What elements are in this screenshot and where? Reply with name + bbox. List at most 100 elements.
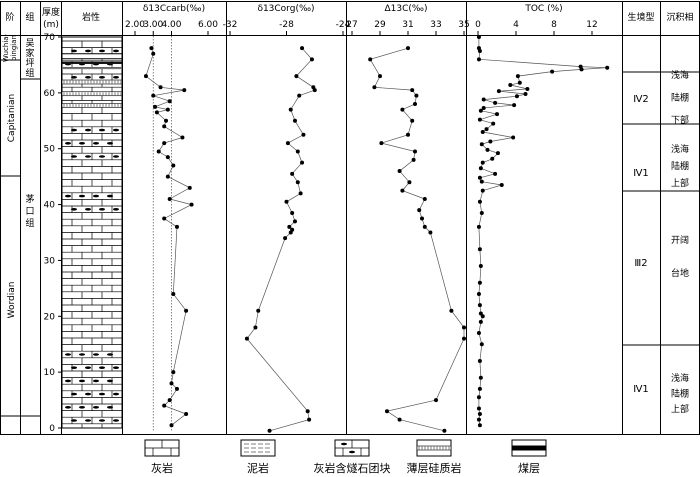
data-point — [476, 224, 481, 229]
data-point — [290, 210, 295, 215]
data-point — [253, 325, 258, 330]
depth-tick-label: 30 — [44, 256, 56, 266]
header-thickness: 厚度(m) — [42, 6, 60, 30]
panel-title: δ13Corg(‰) — [257, 4, 314, 14]
chert-nodule — [71, 392, 77, 396]
lithology-column — [61, 36, 123, 429]
data-point — [290, 171, 295, 176]
data-point — [420, 216, 424, 221]
stage-labels: Wuchia-pingian Capitanian Wordian — [2, 33, 18, 318]
data-point — [481, 105, 486, 110]
data-point — [479, 342, 484, 347]
data-point — [406, 46, 410, 51]
column-headers: 阶 组 厚度(m) 岩性 生境型 沉积相 — [5, 6, 693, 30]
legend-item-limestone: 灰岩 — [144, 439, 180, 475]
geochem-panels: δ13Ccarb(‰) 2.003.004.00 6.00 δ13Corg(‰) -32… — [122, 1, 623, 434]
chert-nodule — [113, 208, 119, 211]
chert-nodule — [71, 49, 77, 53]
data-point — [407, 180, 412, 185]
chert-nodule — [99, 128, 105, 132]
habitat-IV1-upper: Ⅳ1 — [633, 168, 649, 179]
data-point — [300, 46, 305, 51]
chert-nodule — [99, 366, 105, 370]
stage-wuchiapingian: Wuchia-pingian — [2, 33, 18, 62]
data-point — [385, 409, 389, 414]
panel-0: δ13Ccarb(‰) 2.003.004.00 6.00 — [122, 1, 227, 434]
data-point — [476, 57, 481, 62]
data-point — [244, 336, 249, 341]
data-point — [491, 121, 496, 126]
habitat-IV2: Ⅳ2 — [633, 94, 649, 105]
data-point — [605, 65, 610, 70]
swatch-band — [512, 445, 546, 451]
data-point — [164, 118, 169, 123]
data-point — [154, 110, 159, 115]
chert-nodule — [107, 379, 113, 383]
x-tick-label: 6.00 — [198, 20, 218, 30]
formation-maokou: 茅口组 — [25, 194, 34, 229]
data-point — [162, 124, 167, 129]
chert-nodule — [99, 392, 105, 396]
data-point — [180, 135, 185, 140]
data-point — [493, 171, 498, 176]
chert-nodule — [113, 128, 119, 132]
data-point — [305, 409, 310, 414]
chert-nodule — [93, 353, 99, 356]
data-point — [165, 174, 170, 179]
data-point — [294, 74, 299, 79]
x-tick-label: 3.00 — [143, 20, 163, 30]
chert-nodule — [71, 366, 77, 370]
depth-tick-label: 50 — [44, 145, 56, 155]
legend-label: 灰岩 — [151, 461, 173, 475]
data-point — [167, 398, 172, 403]
data-point — [307, 417, 312, 422]
chert-nodule — [99, 419, 105, 422]
data-point — [476, 417, 481, 422]
chert-nodule — [71, 208, 77, 211]
chert-nodule — [65, 379, 71, 383]
data-point — [523, 91, 528, 96]
chert-nodule — [85, 128, 91, 132]
chert-nodule — [79, 406, 85, 409]
data-point — [477, 280, 482, 285]
chert-nodule — [71, 128, 77, 132]
x-tick-label: 33 — [430, 20, 441, 30]
panel-title: Δ13C(‰) — [385, 4, 428, 14]
data-point — [189, 202, 194, 207]
legend-item-siliceous: 薄层硅质岩 — [407, 439, 462, 475]
data-point — [182, 88, 187, 93]
depth-tick-label: 20 — [44, 312, 56, 322]
data-point — [488, 139, 493, 144]
data-point — [476, 291, 481, 296]
siliceous-bed — [61, 91, 123, 97]
panel-1: δ13Corg(‰) -32 -28 -24 — [223, 1, 351, 434]
chert-nodule — [93, 406, 99, 409]
data-point — [162, 403, 167, 408]
data-point — [295, 149, 300, 154]
panel-title: δ13Ccarb(‰) — [143, 4, 205, 14]
header-lithology: 岩性 — [82, 11, 100, 23]
habitat-IV1-lower: Ⅳ1 — [633, 384, 649, 395]
data-point — [312, 88, 317, 93]
data-point — [476, 331, 481, 336]
data-point — [477, 175, 482, 180]
chert-nodule — [65, 142, 71, 145]
data-point — [397, 169, 402, 174]
data-point — [512, 103, 517, 108]
data-point — [508, 83, 513, 88]
data-point — [301, 132, 306, 137]
formation-wujiaping: 吴家坪组 — [25, 38, 34, 79]
x-tick-label: 8 — [551, 20, 557, 30]
data-point — [515, 74, 520, 79]
data-point — [478, 264, 483, 269]
formation-labels: 吴家坪组 茅口组 — [25, 38, 34, 229]
chert-nodule — [85, 392, 91, 396]
data-point — [300, 160, 305, 165]
data-point — [171, 163, 176, 168]
stage-wordian: Wordian — [7, 282, 17, 319]
data-point — [476, 406, 481, 411]
x-tick-label: -24 — [336, 20, 351, 30]
chert-nodule — [65, 406, 71, 409]
data-point — [167, 99, 172, 104]
data-point — [480, 188, 485, 193]
